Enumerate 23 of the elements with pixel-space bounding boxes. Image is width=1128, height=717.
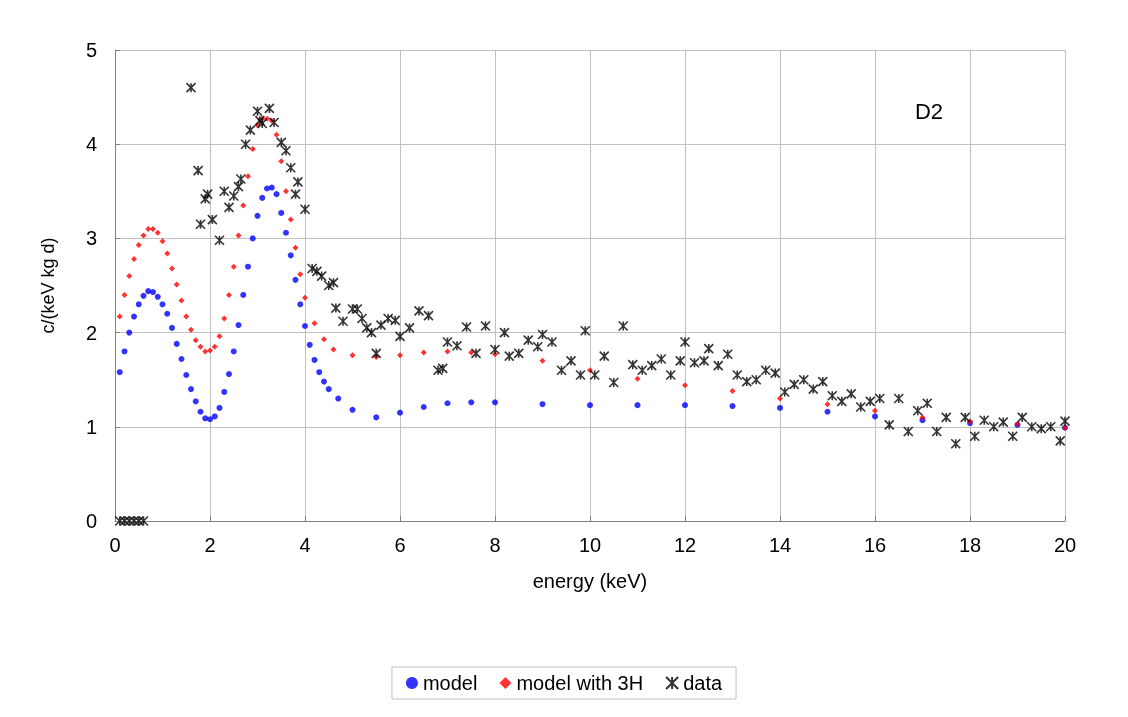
- x-tick-label: 20: [1053, 534, 1077, 556]
- y-tick-label: 1: [85, 415, 97, 438]
- x-tick-label: 16: [863, 534, 887, 556]
- y-tick-label: 5: [85, 39, 97, 61]
- x-axis-title: energy (keV): [532, 570, 648, 592]
- x-tick-label: 8: [489, 534, 501, 556]
- x-tick-label: 6: [394, 534, 406, 556]
- x-tick-label: 2: [204, 534, 216, 556]
- legend-label: model with 3H: [516, 672, 644, 694]
- x-tick-label: 4: [299, 534, 311, 556]
- y-tick-label: 2: [85, 321, 97, 344]
- x-tick-label: 0: [109, 534, 121, 556]
- x-tick-label: 12: [673, 534, 697, 556]
- x-tick-label: 18: [958, 534, 982, 556]
- y-tick-label: 4: [85, 133, 97, 156]
- x-tick-label: 14: [768, 534, 792, 556]
- y-axis-title: c/(keV kg d): [38, 237, 58, 334]
- legend-label: data: [683, 672, 723, 694]
- legend-label: model: [422, 672, 478, 694]
- annotation: D2: [914, 98, 943, 124]
- y-tick-label: 3: [85, 227, 97, 250]
- x-tick-label: 10: [578, 534, 602, 556]
- y-tick-label: 0: [85, 510, 97, 532]
